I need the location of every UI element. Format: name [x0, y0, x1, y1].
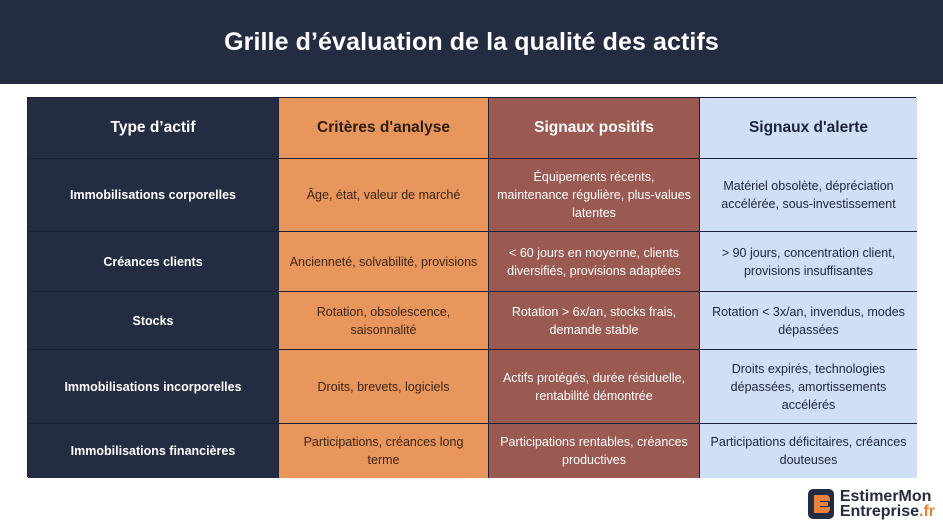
- column-header-criteria: Critères d'analyse: [279, 98, 489, 159]
- row-alert-signals: Rotation < 3x/an, invendus, modes dépass…: [700, 292, 917, 350]
- row-criteria: Droits, brevets, logiciels: [279, 350, 489, 424]
- row-criteria: Participations, créances long terme: [279, 424, 489, 478]
- page-header: Grille d’évaluation de la qualité des ac…: [0, 0, 943, 84]
- row-alert-signals: Matériel obsolète, dépréciation accéléré…: [700, 159, 917, 232]
- brand-tld: .fr: [919, 503, 935, 520]
- row-asset-type: Créances clients: [28, 232, 279, 292]
- brand-logo-text: EstimerMon Entreprise.fr: [839, 488, 935, 520]
- row-asset-type: Stocks: [28, 292, 279, 350]
- row-positive-signals: Équipements récents, maintenance réguliè…: [489, 159, 700, 232]
- brand-name-line2: Entreprise.fr: [839, 503, 935, 520]
- brand-logo[interactable]: EstimerMon Entreprise.fr: [807, 486, 935, 522]
- brand-logo-icon: [807, 489, 834, 519]
- row-criteria: Rotation, obsolescence, saisonnalité: [279, 292, 489, 350]
- row-alert-signals: Participations déficitaires, créances do…: [700, 424, 917, 478]
- page-title: Grille d’évaluation de la qualité des ac…: [224, 27, 719, 56]
- brand-name-word: Entreprise: [839, 503, 919, 520]
- row-positive-signals: Actifs protégés, durée résiduelle, renta…: [489, 350, 700, 424]
- row-alert-signals: Droits expirés, technologies dépassées, …: [700, 350, 917, 424]
- row-criteria: Âge, état, valeur de marché: [279, 159, 489, 232]
- row-positive-signals: Participations rentables, créances produ…: [489, 424, 700, 478]
- row-positive-signals: Rotation > 6x/an, stocks frais, demande …: [489, 292, 700, 350]
- row-criteria: Ancienneté, solvabilité, provisions: [279, 232, 489, 292]
- column-header-type: Type d’actif: [28, 98, 279, 159]
- row-asset-type: Immobilisations incorporelles: [28, 350, 279, 424]
- row-asset-type: Immobilisations corporelles: [28, 159, 279, 232]
- brand-name-line1: EstimerMon: [839, 488, 932, 505]
- column-header-positive: Signaux positifs: [489, 98, 700, 159]
- row-asset-type: Immobilisations financières: [28, 424, 279, 478]
- quality-grid-table: Type d’actif Critères d'analyse Signaux …: [27, 97, 917, 478]
- column-header-alert: Signaux d'alerte: [700, 98, 917, 159]
- row-positive-signals: < 60 jours en moyenne, clients diversifi…: [489, 232, 700, 292]
- row-alert-signals: > 90 jours, concentration client, provis…: [700, 232, 917, 292]
